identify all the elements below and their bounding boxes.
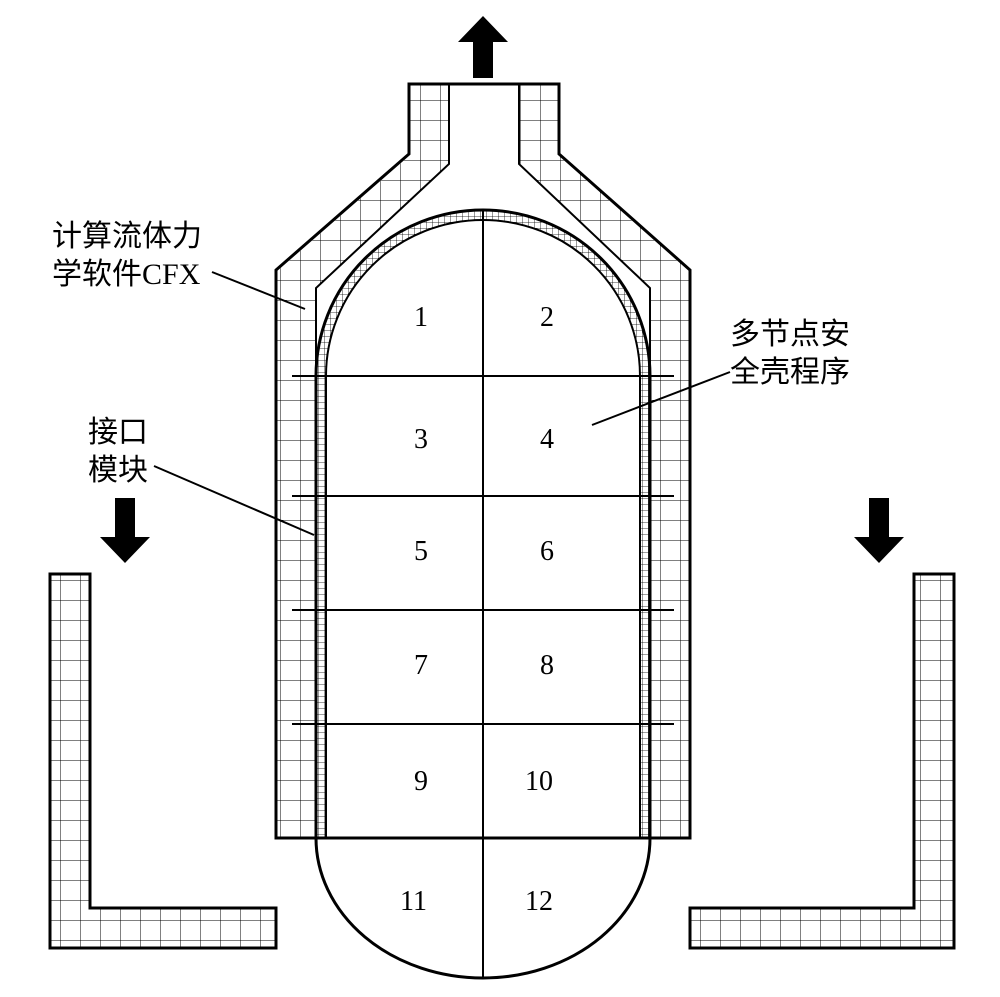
svg-text:4: 4 xyxy=(540,424,554,455)
label-interface: 接口 模块 xyxy=(88,414,148,489)
svg-text:8: 8 xyxy=(540,650,554,681)
svg-text:5: 5 xyxy=(414,536,428,567)
label-cfx: 计算流体力 学软件CFX xyxy=(52,218,202,293)
svg-text:10: 10 xyxy=(525,766,553,797)
svg-text:2: 2 xyxy=(540,302,554,333)
svg-text:11: 11 xyxy=(400,886,427,917)
svg-text:9: 9 xyxy=(414,766,428,797)
diagram-svg: 123456789101112 xyxy=(0,0,1000,997)
svg-text:7: 7 xyxy=(414,650,428,681)
svg-text:3: 3 xyxy=(414,424,428,455)
label-multinode: 多节点安 全壳程序 xyxy=(730,316,850,391)
svg-text:1: 1 xyxy=(414,302,428,333)
diagram-canvas: 123456789101112 计算流体力 学软件CFX 接口 模块 多节点安 … xyxy=(0,0,1000,997)
svg-text:12: 12 xyxy=(525,886,553,917)
svg-text:6: 6 xyxy=(540,536,554,567)
